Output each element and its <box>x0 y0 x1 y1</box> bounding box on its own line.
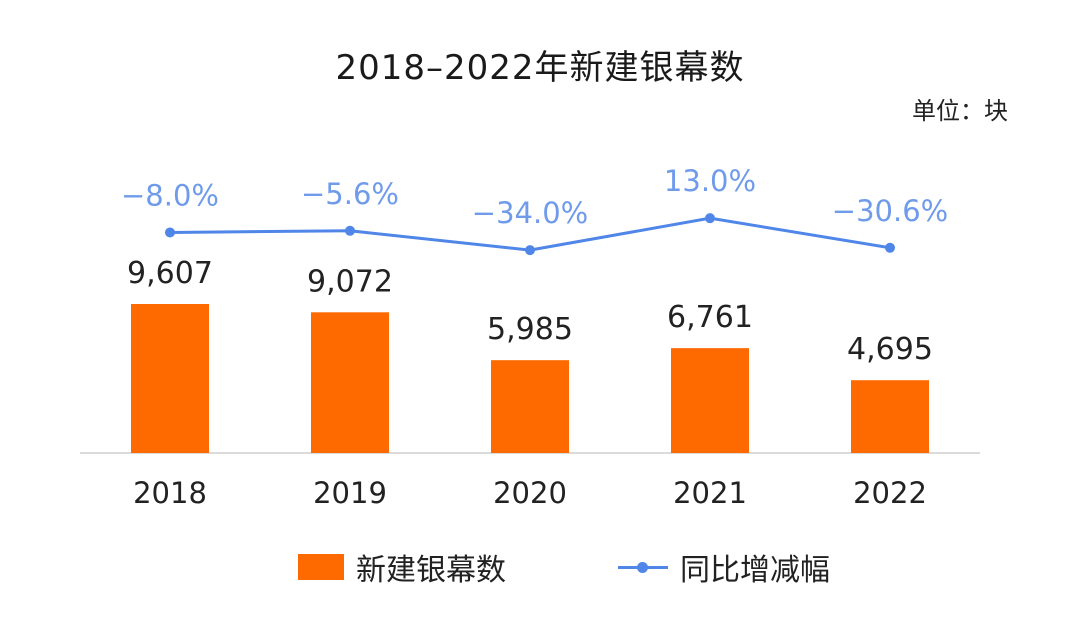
yoy-value-label-2020: −34.0% <box>472 196 588 230</box>
bar-2021 <box>671 348 749 453</box>
legend-item-line: 同比增减幅 <box>618 545 830 589</box>
yoy-point-2021 <box>705 213 715 224</box>
x-tick-label-2020: 2020 <box>493 476 567 510</box>
bar-value-label-2020: 5,985 <box>487 312 573 347</box>
bar-2020 <box>491 360 569 453</box>
legend-line-swatch <box>618 554 668 580</box>
legend-bar-swatch <box>298 554 344 580</box>
bar-2018 <box>131 304 209 453</box>
legend-line-label: 同比增减幅 <box>680 553 830 588</box>
bar-2022 <box>851 380 929 453</box>
yoy-point-2018 <box>165 227 175 238</box>
unit-label: 单位：块 <box>912 97 1008 125</box>
yoy-value-label-2022: −30.6% <box>832 194 948 228</box>
legend: 新建银幕数 同比增减幅 <box>0 545 1080 588</box>
legend-item-bar: 新建银幕数 <box>298 545 506 589</box>
chart-title: 2018–2022年新建银幕数 <box>335 48 745 88</box>
yoy-point-2020 <box>525 245 535 256</box>
legend-bar-label: 新建银幕数 <box>356 553 506 588</box>
bar-value-label-2022: 4,695 <box>847 332 933 367</box>
x-tick-label-2019: 2019 <box>313 476 387 510</box>
yoy-point-2022 <box>885 242 895 253</box>
bar-value-label-2019: 9,072 <box>307 264 393 299</box>
yoy-value-label-2021: 13.0% <box>664 164 756 198</box>
bar-2019 <box>311 312 389 453</box>
bar-value-label-2021: 6,761 <box>667 300 753 335</box>
yoy-value-label-2019: −5.6% <box>301 177 399 211</box>
x-tick-label-2022: 2022 <box>853 476 927 510</box>
x-tick-label-2021: 2021 <box>673 476 747 510</box>
bar-value-label-2018: 9,607 <box>127 256 213 291</box>
x-tick-label-2018: 2018 <box>133 476 207 510</box>
yoy-point-2019 <box>345 225 355 236</box>
yoy-value-label-2018: −8.0% <box>121 178 219 212</box>
